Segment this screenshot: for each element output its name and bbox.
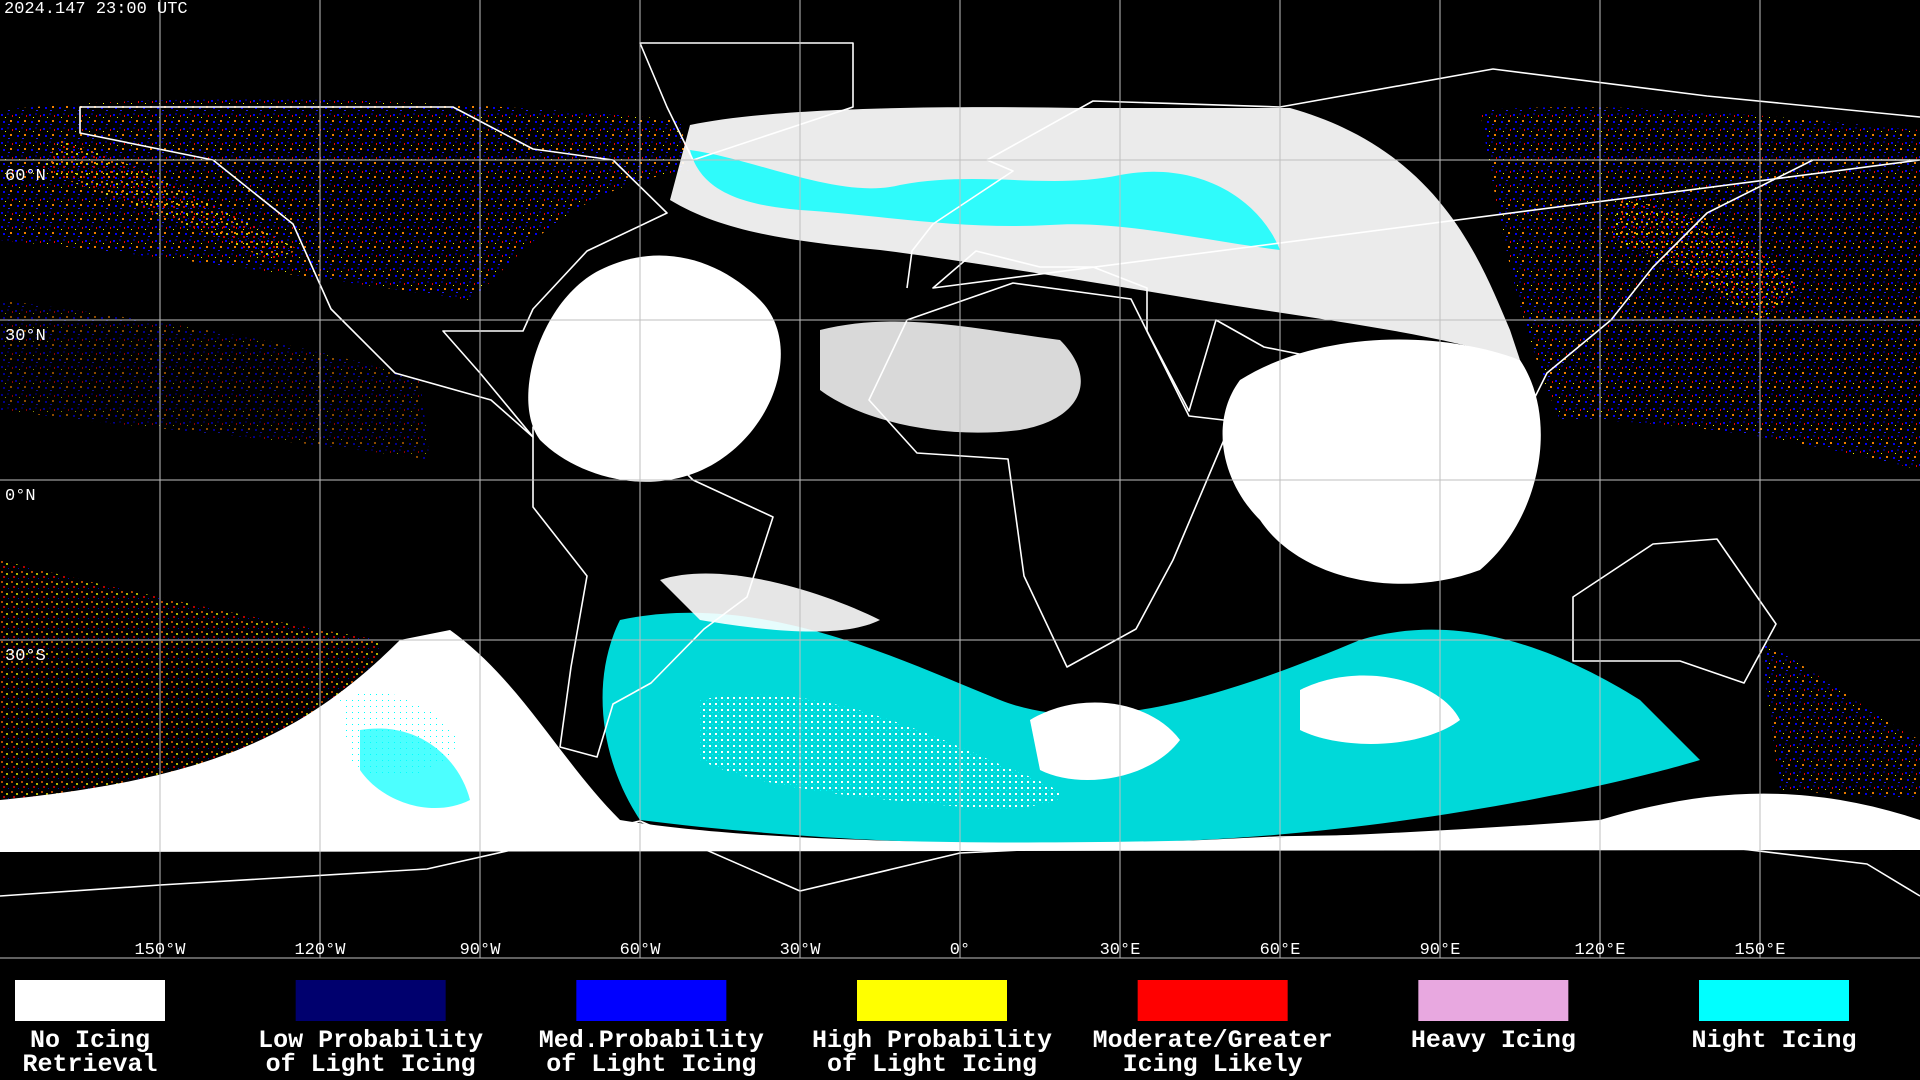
legend-swatch [576,980,727,1021]
satellite-imagery [0,99,1920,852]
legend-label: of Light Icing [266,1050,476,1079]
legend-label: No Icing [30,1026,150,1055]
legend-label: Moderate/Greater [1093,1026,1333,1055]
coastlines [0,42,1920,897]
lon-label: 90°E [1420,941,1461,960]
graticule-labels: 60°N 30°N 0°N 30°S 150°W 120°W 90°W 60°W 30°W 0° 3… [5,167,1786,960]
lon-label: 0° [950,941,970,960]
lon-label: 90°W [460,941,502,960]
lon-label: 120°E [1574,941,1625,960]
legend-swatch [1699,980,1849,1021]
lon-label: 120°W [294,941,346,960]
graticule [0,0,1920,958]
legend-label: Heavy Icing [1411,1026,1576,1055]
legend-label: Med.Probability [539,1026,764,1055]
legend-item: Night Icing [1691,980,1857,1055]
legend-swatch [1137,980,1288,1021]
legend-label: of Light Icing [827,1050,1037,1079]
lat-label: 30°S [5,647,46,666]
lon-label: 150°E [1734,941,1785,960]
legend-label: Low Probability [258,1026,483,1055]
lon-label: 150°W [134,941,186,960]
lon-label: 30°W [780,941,822,960]
legend-item: Heavy Icing [1411,980,1576,1055]
legend-label: High Probability [812,1026,1052,1055]
legend-swatch [1418,980,1569,1021]
lat-label: 60°N [5,167,46,186]
lat-label: 0°N [5,487,36,506]
lon-label: 60°E [1260,941,1301,960]
legend-swatch [15,980,165,1021]
lat-label: 30°N [5,327,46,346]
lon-label: 60°W [620,941,662,960]
timestamp: 2024.147 23:00 UTC [4,0,188,19]
legend-swatch [295,980,446,1021]
legend-label: of Light Icing [546,1050,756,1079]
legend-label: Retrieval [22,1050,157,1079]
legend-swatch [857,980,1007,1021]
legend-label: Night Icing [1691,1026,1856,1055]
legend-label: Icing Likely [1123,1050,1303,1079]
lon-label: 30°E [1100,941,1141,960]
